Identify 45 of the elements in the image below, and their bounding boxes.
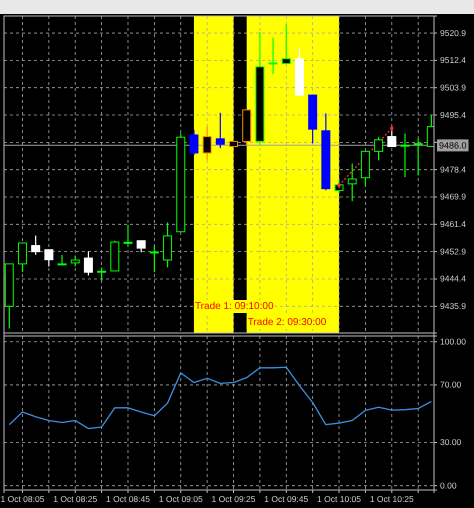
y-tick-label: 9512.4 [440, 55, 466, 66]
x-tick-label: 1 Oct 09:25 [212, 494, 256, 504]
y-tick-label: 9503.9 [440, 82, 466, 92]
y-tick-label: 9520.9 [440, 28, 466, 38]
x-tick-label: 1 Oct 09:45 [264, 494, 309, 504]
ref-line-label: 9486.0 [439, 140, 467, 150]
candlestick [268, 36, 278, 75]
candlestick [374, 136, 384, 161]
x-tick-label: 1 Oct 10:05 [317, 494, 362, 504]
y-tick-label: 30.00 [440, 437, 462, 448]
candlestick [136, 240, 146, 253]
candlestick [58, 254, 67, 266]
candlestick [400, 132, 410, 178]
y-tick-label: 9495.4 [440, 110, 466, 120]
x-tick-label: 1 Oct 08:45 [106, 494, 150, 504]
y-tick-label: 100.00 [440, 336, 466, 346]
candlestick [414, 138, 423, 176]
line-series [8, 366, 432, 430]
candlestick [18, 242, 27, 273]
candlestick [84, 250, 93, 276]
y-tick-label: 9469.9 [440, 192, 466, 202]
x-tick-label: 1 Oct 08:25 [53, 494, 98, 504]
band-label: Trade 2: 09:30:00 [248, 317, 327, 328]
x-tick-label: 1 Oct 09:05 [158, 494, 203, 504]
band-label: Trade 1: 09:10:00 [194, 301, 274, 312]
candlestick [282, 24, 291, 64]
candlestick [97, 266, 106, 282]
candlestick [70, 254, 80, 268]
candlestick [189, 129, 198, 156]
candlestick [216, 112, 225, 149]
candlestick [150, 244, 159, 273]
y-tick-label: 9452.9 [440, 246, 466, 256]
y-tick-label: 9478.4 [440, 164, 466, 174]
y-tick-label: 9444.4 [440, 274, 466, 284]
candlestick [202, 126, 212, 160]
candlestick [123, 224, 132, 248]
x-tick-label: 1 Oct 08:05 [0, 494, 45, 504]
y-tick-label: 70.00 [440, 380, 462, 390]
candlestick [31, 234, 40, 256]
candlestick [348, 162, 357, 202]
candlestick [44, 249, 54, 268]
y-tick-label: 9435.9 [440, 301, 466, 312]
y-tick-label: 0.00 [440, 480, 457, 490]
x-tick-label: 1 Oct 10:25 [370, 494, 414, 504]
y-tick-label: 9461.4 [440, 219, 466, 230]
